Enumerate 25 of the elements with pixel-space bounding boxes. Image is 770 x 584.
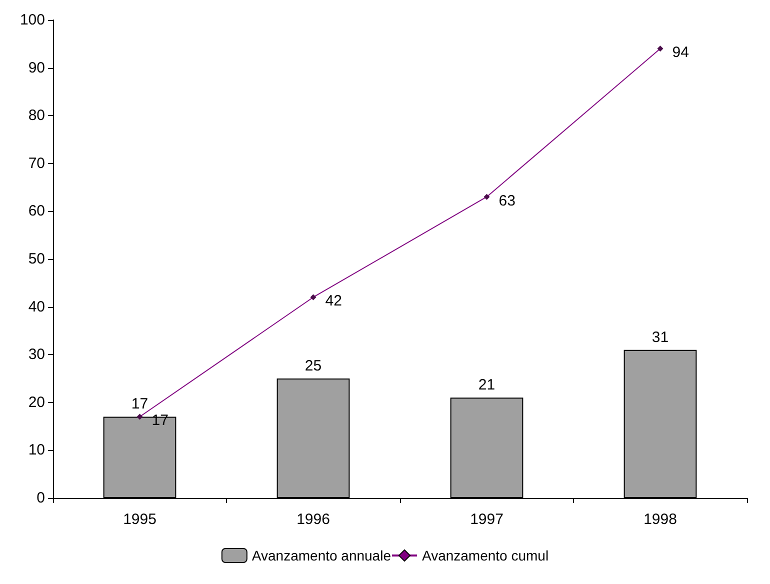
y-tick-label: 30 xyxy=(28,346,45,364)
x-tick-label: 1995 xyxy=(123,511,156,528)
y-tick-label: 60 xyxy=(28,202,45,220)
data-label: 42 xyxy=(325,292,342,310)
data-label: 25 xyxy=(304,358,322,374)
y-tick-label: 50 xyxy=(28,250,45,268)
x-tick-label: 1998 xyxy=(644,511,677,528)
legend-label: Avanzamento annuale xyxy=(252,548,392,564)
x-tick-label: 1996 xyxy=(296,511,330,528)
y-tick-label: 40 xyxy=(28,298,45,316)
y-tick-label: 0 xyxy=(36,490,45,506)
data-label: 31 xyxy=(652,328,669,346)
data-label: 21 xyxy=(478,376,496,394)
data-label: 63 xyxy=(498,192,516,210)
y-tick-label: 100 xyxy=(20,12,45,28)
x-tick-label: 1997 xyxy=(470,511,504,528)
y-tick-label: 80 xyxy=(28,107,45,124)
data-label: 17 xyxy=(131,396,148,413)
y-tick-label: 90 xyxy=(28,59,45,76)
data-label: 17 xyxy=(152,412,168,430)
y-tick-label: 20 xyxy=(28,394,45,411)
y-tick-label: 10 xyxy=(28,442,45,459)
y-tick-label: 70 xyxy=(28,154,45,172)
legend-label: Avanzamento cumul xyxy=(422,548,549,564)
data-label: 94 xyxy=(672,44,689,62)
